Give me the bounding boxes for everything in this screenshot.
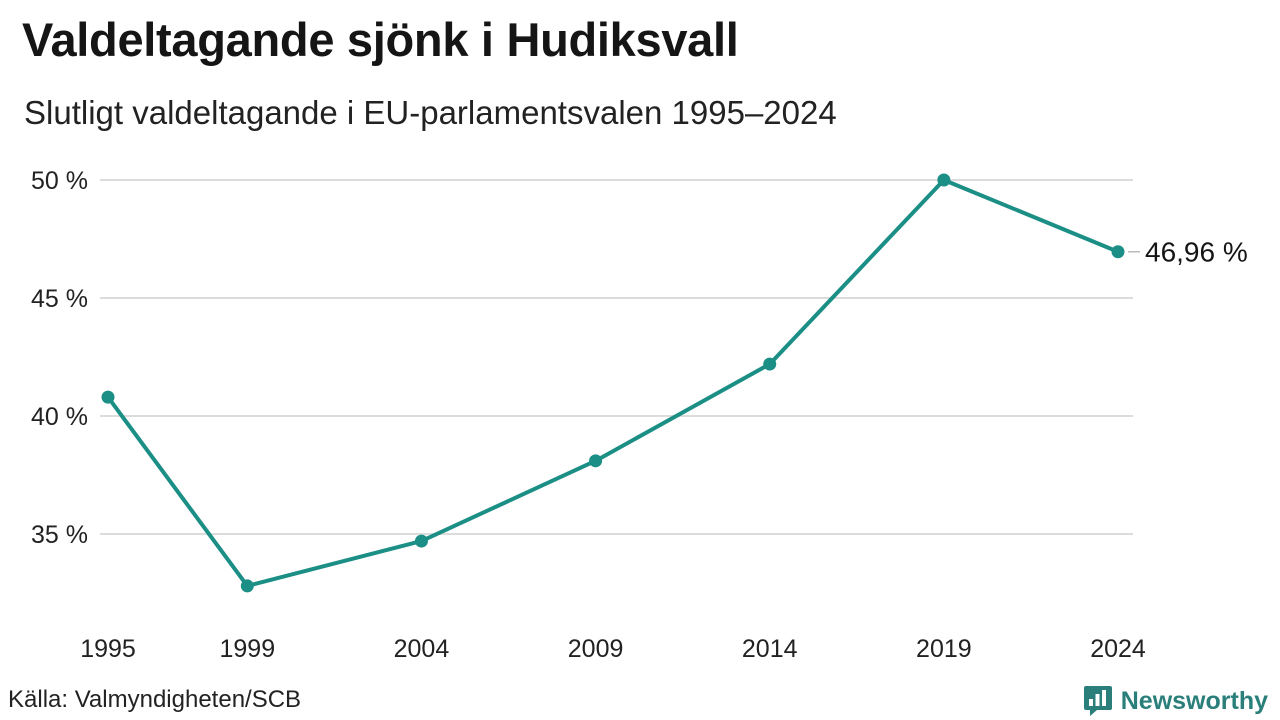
x-tick-label: 1995 xyxy=(80,635,136,663)
x-tick-label: 2014 xyxy=(742,635,798,663)
data-point xyxy=(240,579,254,593)
chart-subtitle: Slutligt valdeltagande i EU-parlamentsva… xyxy=(24,94,837,131)
brand-logo: Newsworthy xyxy=(1083,684,1268,718)
end-value-label: 46,96 % xyxy=(1145,237,1248,268)
chart-bubble-icon xyxy=(1083,686,1112,716)
y-tick-label: 45 % xyxy=(31,285,88,313)
data-point xyxy=(101,390,115,404)
brand-name: Newsworthy xyxy=(1120,686,1268,715)
y-tick-label: 40 % xyxy=(31,403,88,431)
data-point xyxy=(937,173,951,187)
x-tick-label: 2009 xyxy=(568,635,624,663)
x-tick-label: 2024 xyxy=(1090,635,1146,663)
x-tick-label: 1999 xyxy=(219,635,275,663)
data-point xyxy=(589,454,603,468)
x-tick-label: 2004 xyxy=(394,635,450,663)
series-line xyxy=(106,178,1120,588)
data-point xyxy=(414,534,428,548)
source-note: Källa: Valmyndigheten/SCB xyxy=(8,686,302,713)
data-point xyxy=(1111,245,1125,259)
x-tick-label: 2019 xyxy=(916,635,972,663)
data-point xyxy=(763,357,777,371)
y-tick-label: 50 % xyxy=(31,167,88,195)
y-tick-label: 35 % xyxy=(31,521,88,549)
chart-title: Valdeltagande sjönk i Hudiksvall xyxy=(22,13,739,66)
